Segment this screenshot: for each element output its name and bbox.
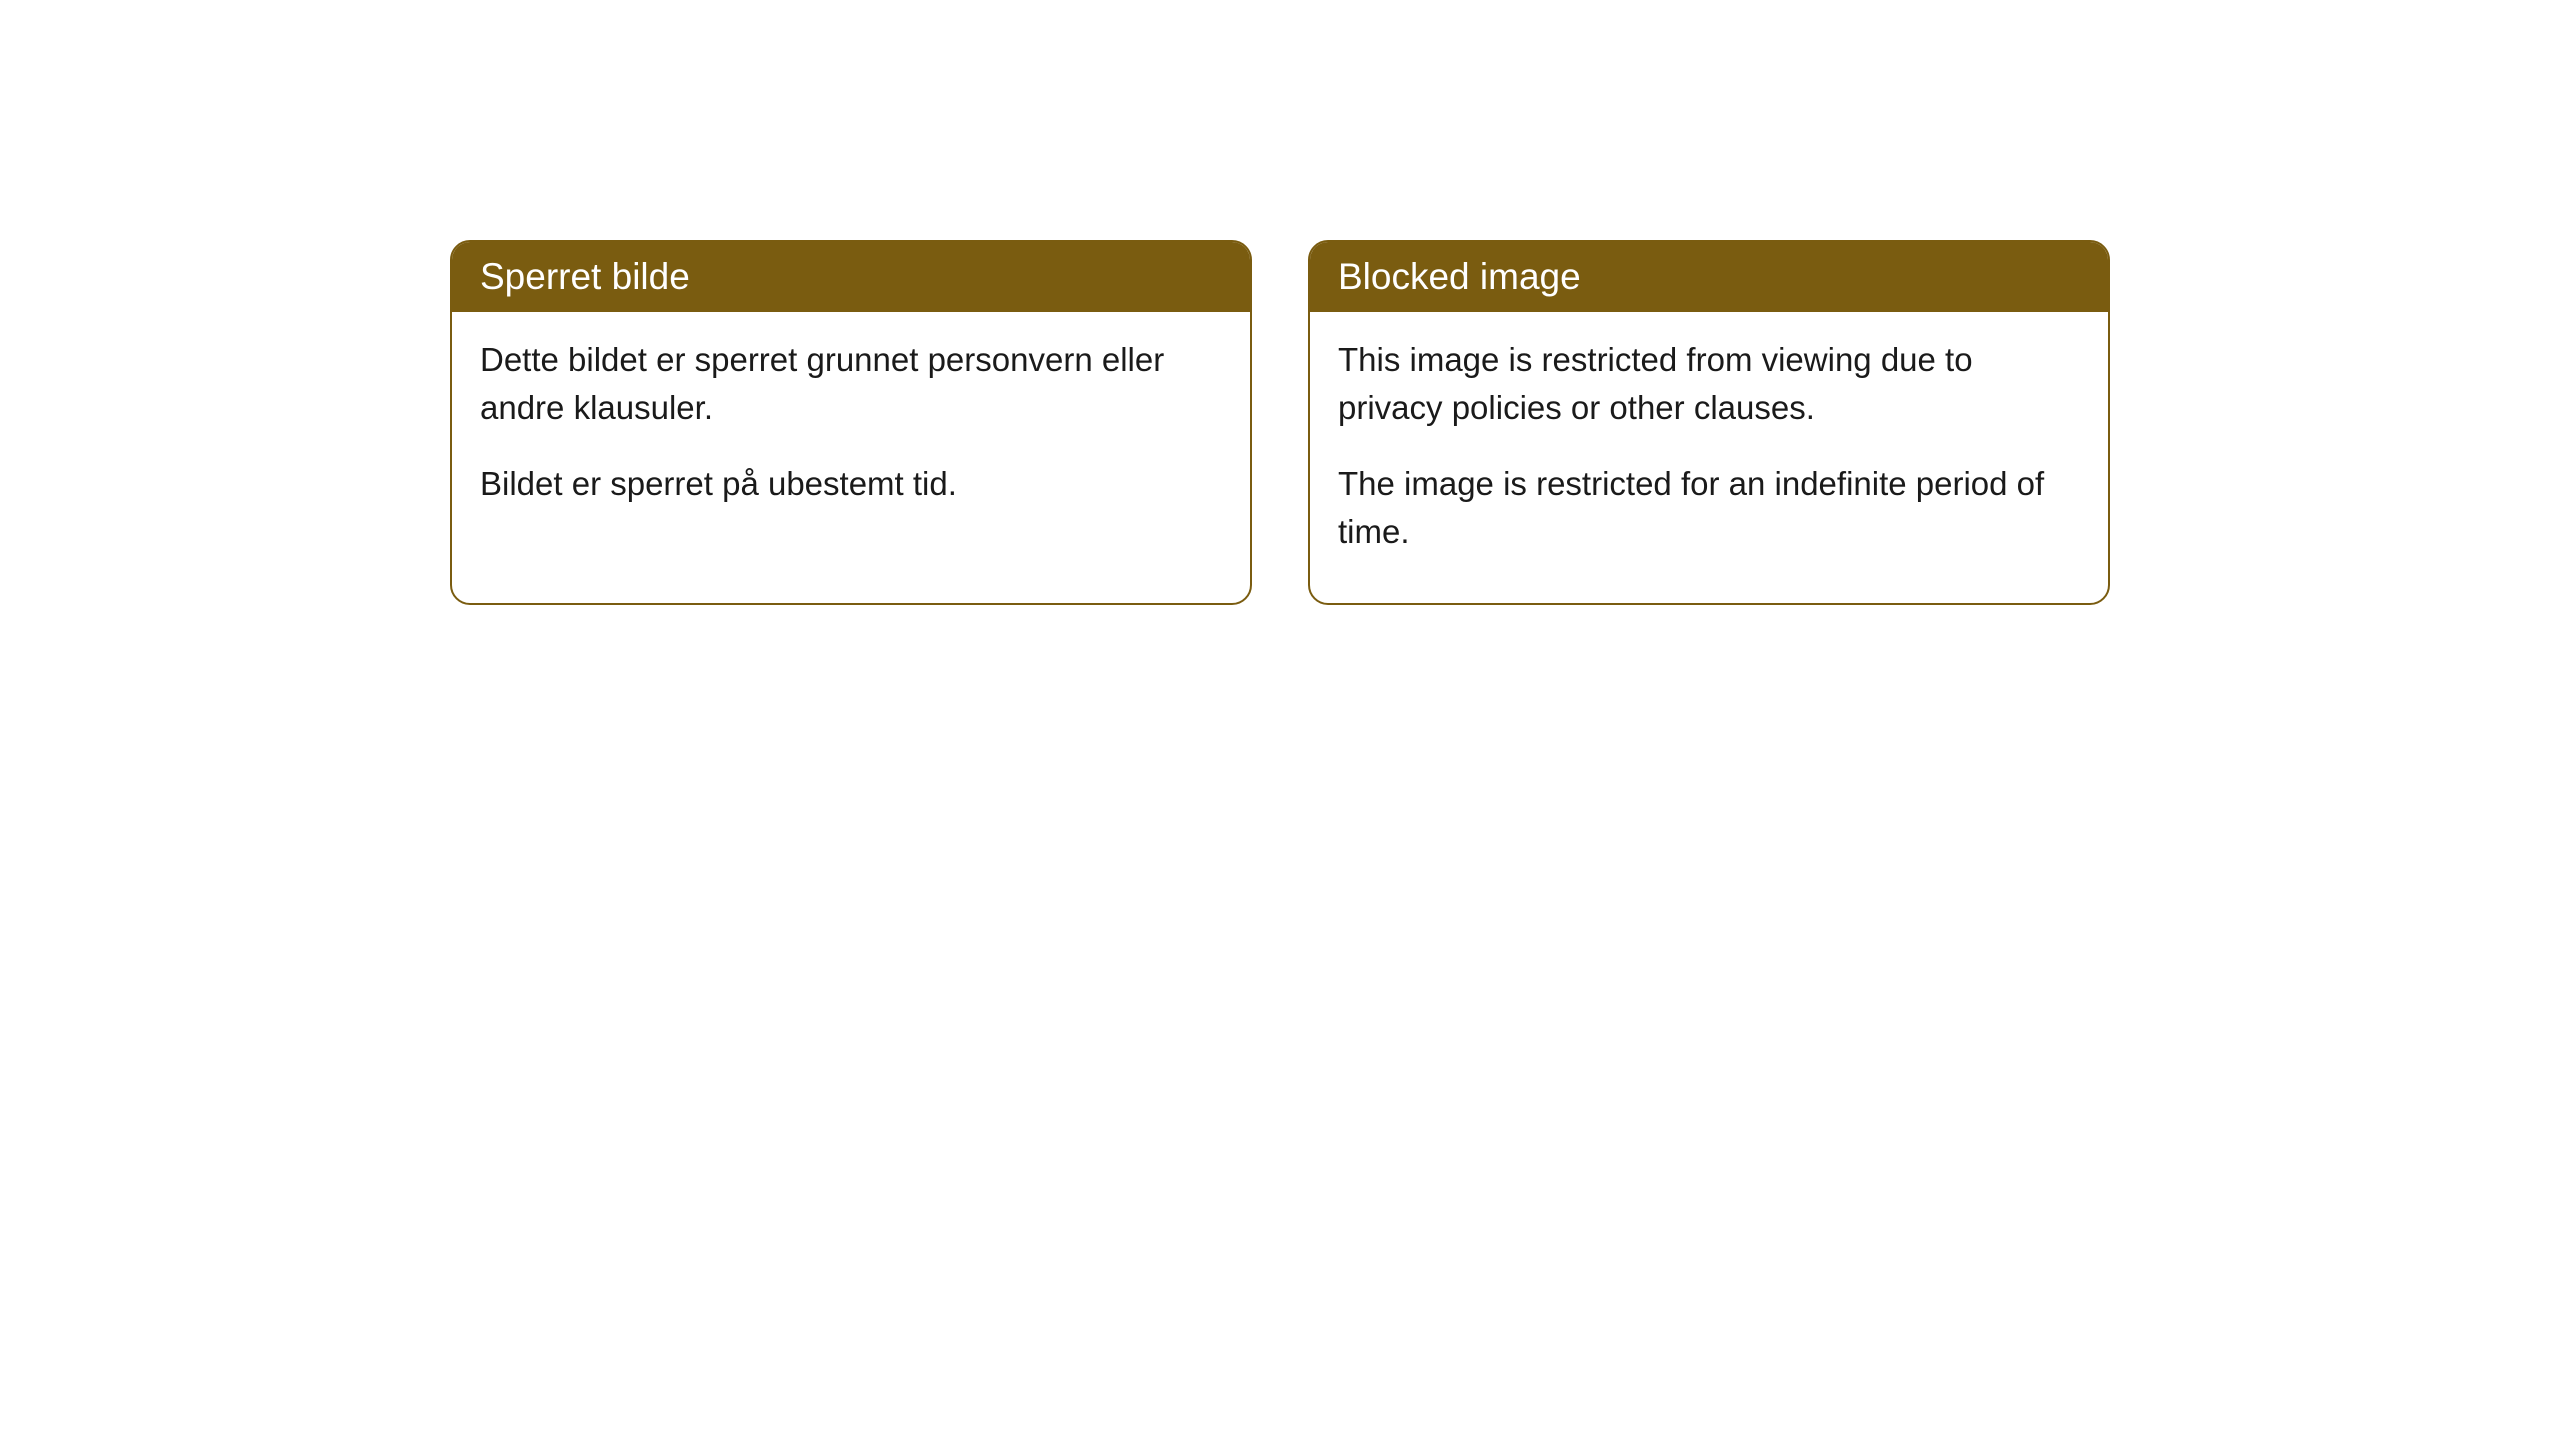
card-header-norwegian: Sperret bilde bbox=[452, 242, 1250, 312]
card-title-english: Blocked image bbox=[1338, 256, 1581, 297]
card-title-norwegian: Sperret bilde bbox=[480, 256, 690, 297]
card-paragraph-english-1: This image is restricted from viewing du… bbox=[1338, 336, 2080, 432]
card-paragraph-norwegian-1: Dette bildet er sperret grunnet personve… bbox=[480, 336, 1222, 432]
card-norwegian: Sperret bilde Dette bildet er sperret gr… bbox=[450, 240, 1252, 605]
card-body-norwegian: Dette bildet er sperret grunnet personve… bbox=[452, 312, 1250, 556]
card-header-english: Blocked image bbox=[1310, 242, 2108, 312]
card-paragraph-norwegian-2: Bildet er sperret på ubestemt tid. bbox=[480, 460, 1222, 508]
cards-container: Sperret bilde Dette bildet er sperret gr… bbox=[450, 240, 2110, 605]
card-body-english: This image is restricted from viewing du… bbox=[1310, 312, 2108, 603]
card-paragraph-english-2: The image is restricted for an indefinit… bbox=[1338, 460, 2080, 556]
card-english: Blocked image This image is restricted f… bbox=[1308, 240, 2110, 605]
